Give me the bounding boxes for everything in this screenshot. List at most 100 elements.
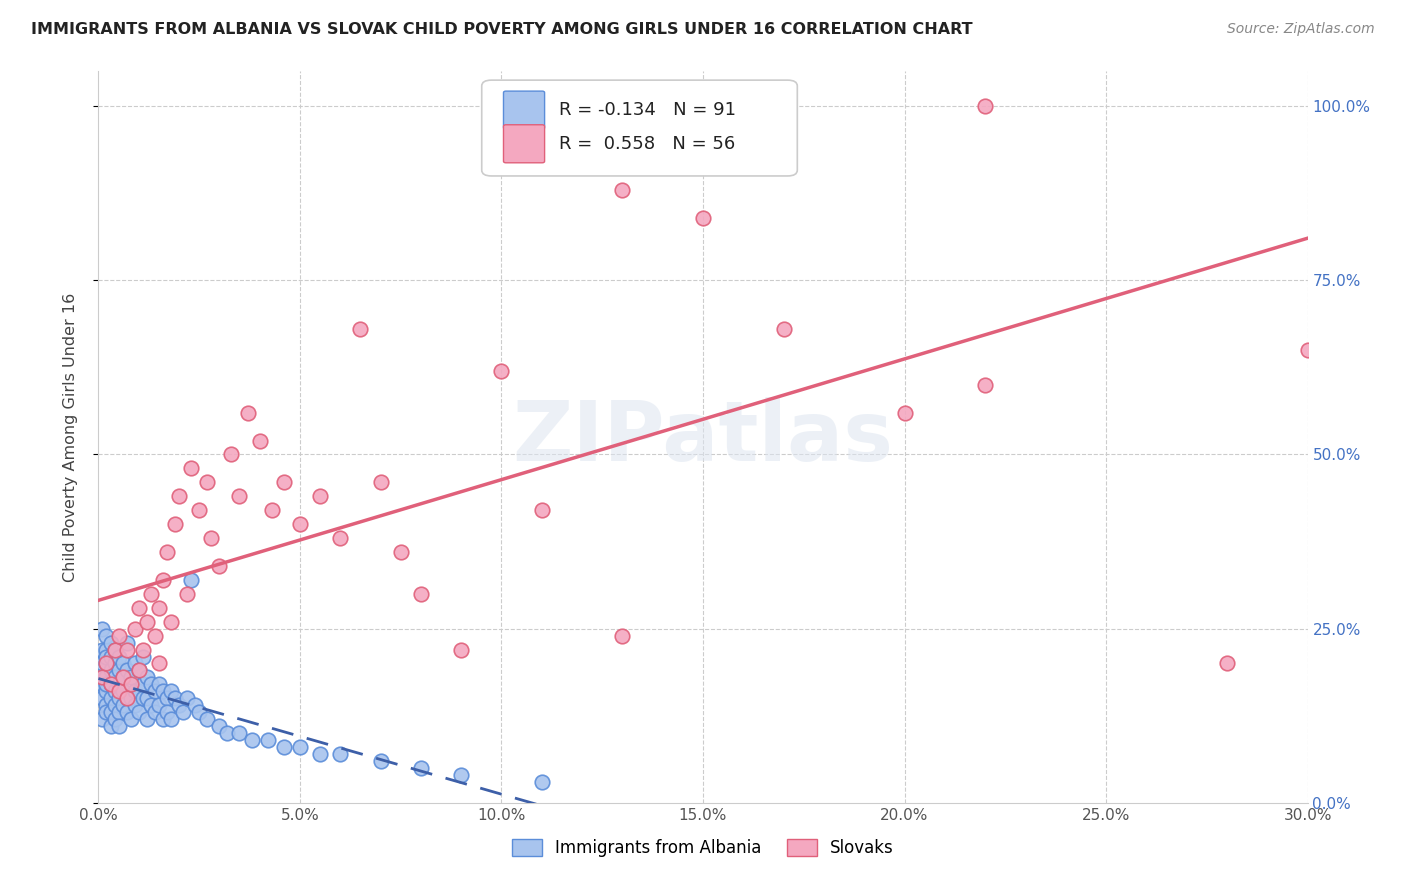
Point [100, 664, 122, 678]
Point [91, 712, 114, 726]
Point [309, 489, 332, 503]
Point [148, 657, 170, 671]
Point [103, 657, 125, 671]
Point [96, 705, 118, 719]
Point [370, 475, 392, 490]
Point [124, 657, 146, 671]
Point [692, 211, 714, 225]
Point [115, 664, 138, 678]
Point [132, 691, 155, 706]
Point [228, 489, 250, 503]
Point [107, 719, 129, 733]
Point [450, 768, 472, 782]
Point [96, 670, 118, 684]
Point [124, 698, 146, 713]
Point [236, 406, 259, 420]
Point [256, 733, 278, 747]
Point [208, 719, 231, 733]
Point [111, 684, 134, 698]
Point [370, 754, 392, 768]
Point [107, 677, 129, 691]
Point [1216, 657, 1239, 671]
Point [103, 642, 125, 657]
Point [128, 600, 150, 615]
Point [91, 677, 114, 691]
Point [100, 719, 122, 733]
Point [91, 670, 114, 684]
Point [107, 664, 129, 678]
Point [208, 558, 231, 573]
Point [180, 461, 202, 475]
Point [96, 649, 118, 664]
Point [91, 642, 114, 657]
Point [107, 649, 129, 664]
Point [148, 677, 170, 691]
Point [160, 684, 183, 698]
FancyBboxPatch shape [503, 91, 544, 129]
Text: IMMIGRANTS FROM ALBANIA VS SLOVAK CHILD POVERTY AMONG GIRLS UNDER 16 CORRELATION: IMMIGRANTS FROM ALBANIA VS SLOVAK CHILD … [31, 22, 973, 37]
Point [288, 740, 311, 755]
Point [200, 531, 222, 545]
Point [100, 691, 122, 706]
Point [107, 705, 129, 719]
Point [148, 600, 170, 615]
Point [100, 677, 122, 691]
Point [156, 545, 179, 559]
Point [111, 657, 134, 671]
Point [103, 684, 125, 698]
Legend: Immigrants from Albania, Slovaks: Immigrants from Albania, Slovaks [505, 832, 901, 864]
Point [188, 705, 211, 719]
Point [148, 698, 170, 713]
Point [180, 573, 202, 587]
Point [139, 677, 162, 691]
Point [91, 670, 114, 684]
Point [132, 677, 155, 691]
Point [100, 677, 122, 691]
Point [974, 377, 997, 392]
Point [103, 712, 125, 726]
Point [132, 642, 155, 657]
Point [128, 664, 150, 678]
Point [329, 747, 352, 761]
Point [288, 517, 311, 532]
Point [132, 649, 155, 664]
Point [349, 322, 371, 336]
Point [107, 684, 129, 698]
Point [273, 740, 295, 755]
Text: R =  0.558   N = 56: R = 0.558 N = 56 [560, 135, 735, 153]
Point [409, 587, 432, 601]
Point [530, 503, 553, 517]
Point [152, 684, 174, 698]
Point [221, 448, 243, 462]
Point [100, 705, 122, 719]
Point [135, 712, 157, 726]
Point [96, 657, 118, 671]
Point [163, 517, 186, 532]
Point [163, 691, 186, 706]
Point [96, 657, 118, 671]
Point [120, 670, 142, 684]
Point [184, 698, 207, 713]
FancyBboxPatch shape [503, 125, 544, 163]
Point [115, 705, 138, 719]
Point [240, 733, 263, 747]
Point [135, 615, 157, 629]
Point [96, 684, 118, 698]
Point [450, 642, 472, 657]
Point [111, 698, 134, 713]
Point [111, 670, 134, 684]
Point [309, 747, 332, 761]
Point [120, 691, 142, 706]
Point [612, 183, 634, 197]
Point [111, 670, 134, 684]
Point [167, 698, 190, 713]
Point [139, 587, 162, 601]
Point [772, 322, 794, 336]
Point [115, 642, 138, 657]
Point [195, 712, 218, 726]
Point [135, 691, 157, 706]
Point [107, 629, 129, 643]
Point [120, 712, 142, 726]
Point [273, 475, 295, 490]
Point [96, 677, 118, 691]
